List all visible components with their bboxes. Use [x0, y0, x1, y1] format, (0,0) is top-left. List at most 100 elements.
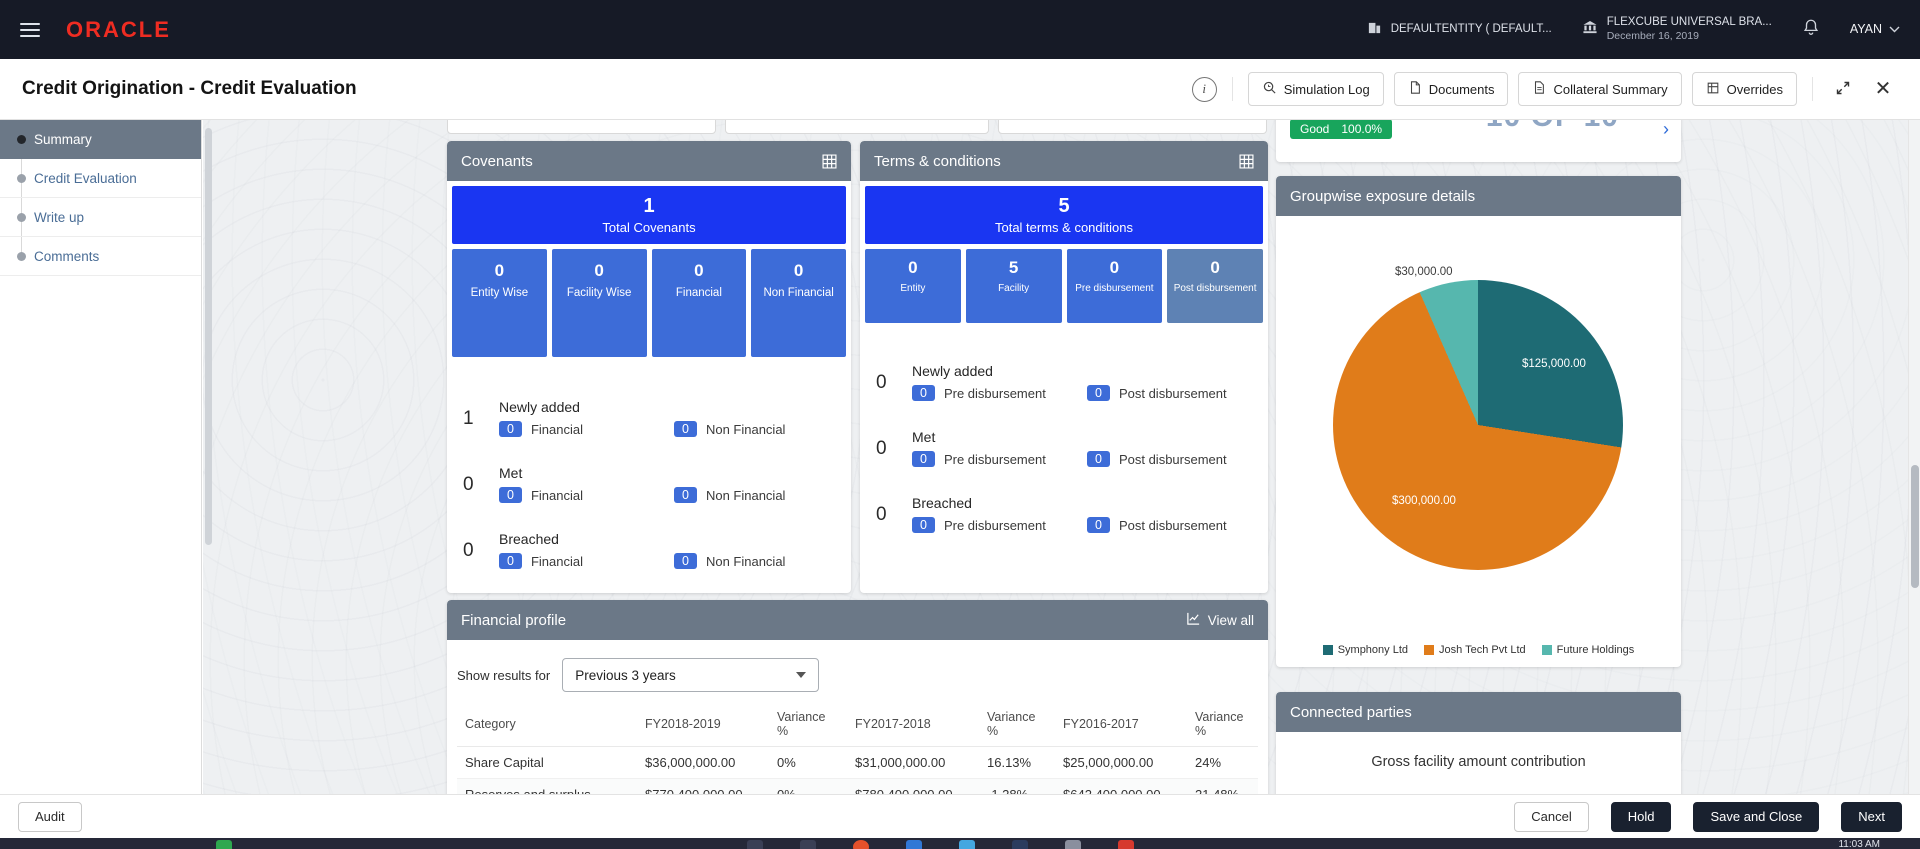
- sidebar-item-write-up[interactable]: Write up: [0, 198, 201, 237]
- covenant-row-breached: 0 Breached 0 Financial 0 Non Financ: [463, 531, 786, 569]
- building-icon: [1367, 20, 1382, 38]
- count-badge: 0: [674, 421, 697, 437]
- content-scrollbar-thumb[interactable]: [205, 128, 212, 545]
- notifications-button[interactable]: [1802, 18, 1820, 41]
- pie-legend: Symphony Ltd Josh Tech Pvt Ltd Future Ho…: [1276, 644, 1681, 656]
- taskbar-icon[interactable]: [747, 840, 763, 849]
- expand-button[interactable]: [1828, 74, 1858, 104]
- document-icon: [1408, 80, 1422, 98]
- hamburger-menu-icon[interactable]: [20, 22, 40, 37]
- branch-date: December 16, 2019: [1606, 30, 1699, 43]
- grid-view-icon[interactable]: [822, 153, 837, 169]
- total-terms-tile: 5 Total terms & conditions: [865, 186, 1263, 244]
- chart-icon: [1186, 611, 1201, 630]
- covenant-tile-financial: 0 Financial: [651, 249, 747, 357]
- chevron-right-icon[interactable]: ›: [1663, 120, 1669, 139]
- count-badge: 0: [1087, 517, 1110, 533]
- save-and-close-button[interactable]: Save and Close: [1693, 801, 1820, 832]
- taskbar-icon[interactable]: [959, 840, 975, 849]
- step-dot: [17, 252, 26, 261]
- groupwise-pie-chart: [1333, 280, 1623, 570]
- groupwise-header: Groupwise exposure details: [1276, 176, 1681, 216]
- sidebar-item-comments[interactable]: Comments: [0, 237, 201, 276]
- covenants-header: Covenants: [447, 141, 851, 181]
- pie-label-symphony: $125,000.00: [1522, 358, 1586, 370]
- taskbar-icon[interactable]: [1012, 840, 1028, 849]
- covenant-row-newly-added: 1 Newly added 0 Financial 0 Non Fin: [463, 399, 786, 437]
- taskbar-icon[interactable]: [1118, 840, 1134, 849]
- count-badge: 0: [499, 487, 522, 503]
- financial-table: Category FY2018-2019 Variance % FY2017-2…: [457, 702, 1258, 794]
- step-dot: [17, 174, 26, 183]
- taskbar-icon[interactable]: [216, 840, 232, 849]
- collateral-summary-button[interactable]: Collateral Summary: [1518, 72, 1682, 106]
- sidebar-item-credit-evaluation[interactable]: Credit Evaluation: [0, 159, 201, 198]
- pie-label-future-holdings: $30,000.00: [1395, 266, 1453, 278]
- taskbar-icon[interactable]: [853, 840, 869, 849]
- terms-tile-facility: 5 Facility: [965, 249, 1062, 323]
- show-results-label: Show results for: [457, 667, 551, 683]
- vertical-scrollbar[interactable]: [1908, 120, 1920, 794]
- branch-selector[interactable]: FLEXCUBE UNIVERSAL BRA... December 16, 2…: [1582, 15, 1772, 44]
- entity-selector[interactable]: DEFAULTENTITY ( DEFAULT...: [1367, 20, 1552, 38]
- category-link[interactable]: Reserves and surplus: [457, 778, 637, 794]
- overrides-button[interactable]: Overrides: [1691, 72, 1797, 106]
- audit-button[interactable]: Audit: [18, 801, 82, 832]
- legend-item: Josh Tech Pvt Ltd: [1424, 644, 1526, 656]
- sidebar-step-line: [21, 139, 22, 257]
- count-badge: 0: [912, 517, 935, 533]
- legend-swatch: [1541, 645, 1552, 655]
- taskbar-icon[interactable]: [1065, 840, 1081, 849]
- close-button[interactable]: ✕: [1868, 74, 1898, 104]
- covenant-tile-entity-wise: 0 Entity Wise: [452, 249, 547, 357]
- terms-row-met: 0 Met 0 Pre disbursement 0 Post dis: [876, 429, 1227, 467]
- chevron-down-icon: [1889, 22, 1900, 36]
- connected-parties-header: Connected parties: [1276, 692, 1681, 732]
- hold-button[interactable]: Hold: [1610, 801, 1672, 832]
- entity-label: DEFAULTENTITY ( DEFAULT...: [1390, 23, 1552, 36]
- close-icon: ✕: [1874, 78, 1892, 100]
- quality-status-badge: Good 100.0%: [1290, 120, 1393, 139]
- covenant-tile-facility-wise: 0 Facility Wise: [551, 249, 647, 357]
- footer-action-bar: Audit Cancel Hold Save and Close Next: [0, 794, 1920, 838]
- terms-row-breached: 0 Breached 0 Pre disbursement 0 Pos: [876, 495, 1227, 533]
- taskbar-icon[interactable]: [800, 840, 816, 849]
- view-all-link[interactable]: View all: [1186, 611, 1254, 630]
- user-menu[interactable]: AYAN: [1850, 22, 1900, 36]
- count-badge: 0: [1087, 385, 1110, 401]
- sidebar-item-summary[interactable]: Summary: [0, 120, 201, 159]
- clipped-card: [998, 120, 1267, 134]
- count-badge: 0: [499, 553, 522, 569]
- document-lines-icon: [1532, 80, 1546, 98]
- legend-swatch: [1322, 645, 1333, 655]
- quality-score: 10 OF 10: [1486, 120, 1619, 134]
- next-button[interactable]: Next: [1841, 801, 1902, 832]
- terms-tile-post-disbursement: 0 Post disbursement: [1167, 249, 1263, 323]
- bank-icon: [1582, 20, 1598, 38]
- financial-profile-header: Financial profile View all: [447, 600, 1268, 640]
- table-row: Reserves and surplus $770,400,000.00 0% …: [457, 778, 1258, 794]
- branch-label: FLEXCUBE UNIVERSAL BRA...: [1606, 16, 1772, 29]
- count-badge: 0: [499, 421, 522, 437]
- taskbar-icon[interactable]: [906, 840, 922, 849]
- connected-parties-subtitle: Gross facility amount contribution: [1371, 754, 1586, 770]
- terms-tile-entity: 0 Entity: [865, 249, 961, 323]
- period-dropdown[interactable]: Previous 3 years: [562, 658, 820, 692]
- page-title: Credit Origination - Credit Evaluation: [22, 78, 357, 99]
- info-button[interactable]: i: [1191, 76, 1217, 102]
- vertical-scrollbar-thumb[interactable]: [1911, 465, 1919, 588]
- legend-item: Symphony Ltd: [1322, 644, 1408, 656]
- caret-down-icon: [796, 672, 807, 678]
- table-row: Share Capital $36,000,000.00 0% $31,000,…: [457, 746, 1258, 779]
- count-badge: 0: [674, 487, 697, 503]
- simulation-log-button[interactable]: Simulation Log: [1247, 72, 1384, 106]
- grid-icon: [1706, 81, 1720, 98]
- cancel-button[interactable]: Cancel: [1514, 801, 1589, 832]
- clipped-card: [725, 120, 989, 134]
- category-link[interactable]: Share Capital: [457, 746, 637, 779]
- documents-button[interactable]: Documents: [1393, 72, 1509, 106]
- covenant-row-met: 0 Met 0 Financial 0 Non Financial: [463, 465, 786, 503]
- grid-view-icon[interactable]: [1239, 153, 1254, 169]
- terms-panel: Terms & conditions 5 Total terms & condi…: [860, 141, 1268, 593]
